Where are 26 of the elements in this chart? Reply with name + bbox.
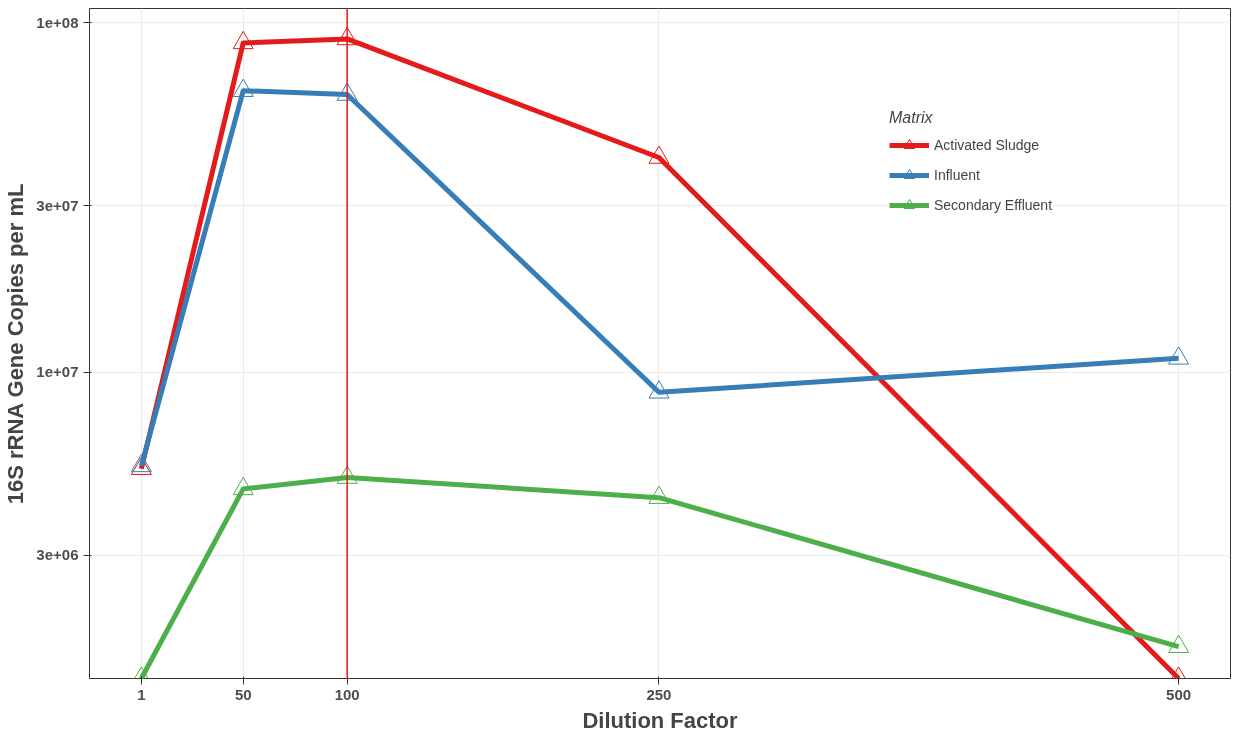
point (336, 26, 358, 46)
y-tick-label: 3e+07 (36, 196, 79, 214)
point (648, 145, 670, 164)
legend-title: Matrix (889, 109, 934, 127)
x-axis-title: Dilution Factor (582, 707, 739, 733)
point (232, 78, 254, 97)
legend-label: Activated Sludge (934, 137, 1040, 153)
point (336, 465, 358, 484)
point (648, 380, 670, 399)
x-tick-label: 50 (234, 685, 252, 703)
point (648, 485, 670, 504)
y-tick-label: 3e+06 (36, 546, 79, 564)
x-tick-label: 500 (1166, 685, 1192, 703)
y-tick-label: 1e+08 (36, 13, 79, 31)
legend-label: Secondary Effluent (934, 197, 1053, 213)
y-axis-title: 16S rRNA Gene Copies per mL (3, 183, 29, 505)
point (232, 476, 254, 496)
legend-label: Influent (934, 167, 980, 183)
point (232, 30, 254, 50)
x-tick-label: 1 (137, 685, 146, 703)
y-tick-label: 1e+07 (36, 363, 79, 381)
point (336, 82, 358, 101)
x-tick-label: 100 (334, 685, 360, 703)
x-tick-label: 250 (646, 685, 672, 703)
point (1168, 346, 1190, 365)
point (1168, 634, 1190, 653)
